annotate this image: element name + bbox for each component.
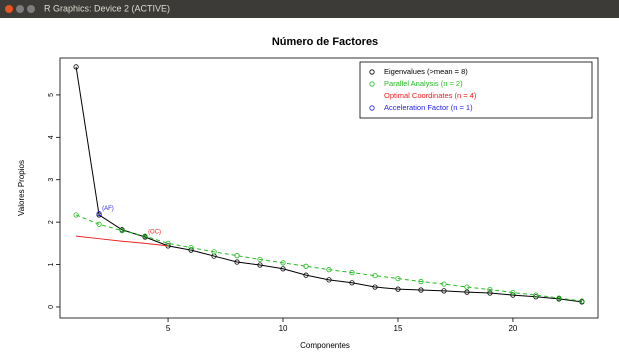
legend-label: Acceleration Factor (n = 1) [384, 103, 473, 112]
window-title: R Graphics: Device 2 (ACTIVE) [44, 3, 170, 13]
point [487, 286, 493, 293]
point [257, 262, 263, 268]
legend-label: Eigenvalues (>mean = 8) [384, 67, 468, 76]
point [234, 253, 240, 259]
series-line [76, 235, 169, 247]
point [464, 289, 470, 295]
point [303, 263, 309, 269]
y-tick-label: 1 [48, 263, 55, 267]
point [418, 278, 424, 285]
point [395, 286, 401, 292]
y-axis-label: Valores Propios [17, 160, 26, 216]
point [96, 221, 102, 227]
annotation: (AF) [102, 206, 114, 212]
point [418, 287, 424, 293]
point [257, 256, 263, 263]
point [395, 275, 401, 282]
legend-label: Optimal Coordinates (n = 4) [384, 91, 477, 100]
plot-box [59, 57, 599, 319]
point [579, 298, 585, 304]
point [487, 290, 493, 296]
x-tick-label: 5 [166, 324, 171, 333]
point [556, 295, 562, 301]
point [533, 292, 539, 298]
point [73, 64, 79, 70]
point [372, 272, 378, 279]
legend-box [359, 61, 593, 119]
series-line [75, 214, 582, 302]
x-tick-label: 20 [508, 324, 517, 333]
point [96, 211, 102, 217]
y-tick-label: 5 [48, 93, 55, 97]
annotation: (OC) [148, 230, 161, 236]
minimize-button[interactable] [16, 5, 24, 13]
close-button[interactable] [5, 5, 13, 13]
point [234, 259, 240, 265]
point [326, 267, 332, 273]
point [349, 280, 355, 286]
point [280, 266, 286, 272]
point [533, 294, 539, 300]
point [326, 277, 332, 283]
y-tick-label: 2 [48, 220, 55, 224]
point [349, 270, 355, 276]
point [73, 212, 79, 218]
point [510, 289, 516, 296]
x-tick-label: 15 [394, 324, 403, 333]
point [372, 284, 378, 290]
point [142, 233, 148, 239]
point [441, 288, 447, 294]
legend-marker [369, 105, 375, 111]
chart-title: Número de Factores [272, 36, 378, 48]
point [211, 249, 217, 255]
y-tick-label: 3 [48, 178, 55, 182]
legend-marker [369, 69, 375, 75]
x-tick-label: 10 [279, 324, 288, 333]
y-tick-label: 4 [48, 135, 55, 139]
point [441, 281, 447, 287]
y-tick-label: 0 [48, 305, 55, 309]
x-axis-label: Componentes [300, 341, 350, 350]
maximize-button[interactable] [27, 5, 35, 13]
point [464, 284, 470, 290]
legend-marker [369, 81, 375, 87]
point [303, 272, 309, 278]
series-line [75, 66, 582, 303]
point [280, 260, 286, 266]
title-bar [0, 0, 619, 18]
point [119, 228, 125, 234]
point [188, 244, 194, 251]
legend-label: Parallel Analysis (n = 2) [384, 79, 463, 88]
